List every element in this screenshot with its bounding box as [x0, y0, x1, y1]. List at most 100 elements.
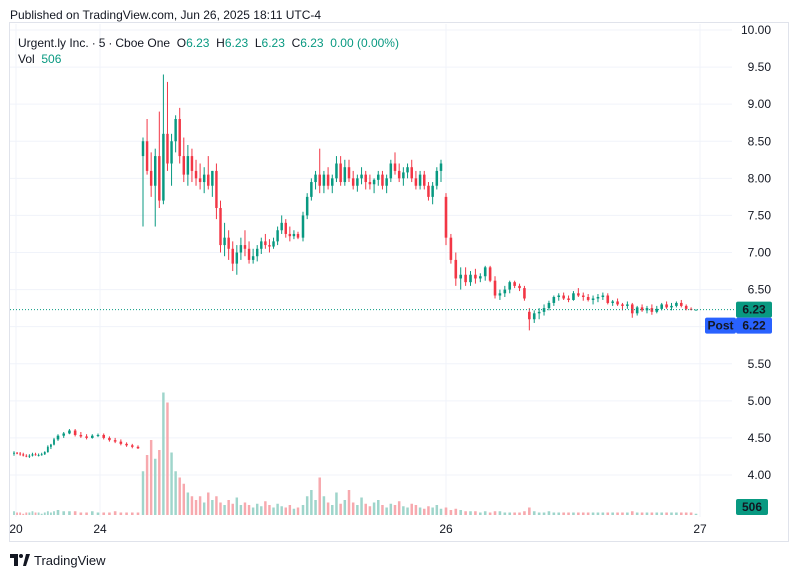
volume-bar — [215, 496, 218, 515]
candle-body — [207, 174, 210, 186]
volume-bar — [90, 511, 94, 515]
candle-body — [46, 446, 49, 453]
volume-bar — [182, 483, 186, 515]
candle-body — [40, 454, 43, 456]
candle-body — [397, 170, 401, 179]
candle-body — [158, 156, 161, 201]
candle-body — [145, 141, 149, 171]
volume-bar — [611, 512, 614, 515]
candle-body — [162, 133, 165, 201]
candle-body — [239, 245, 243, 253]
legend: Urgent.ly Inc. · 5 · Cboe One O6.23 H6.23 L6… — [18, 35, 399, 67]
x-tick-label: 24 — [93, 522, 107, 536]
volume-bar — [339, 503, 342, 515]
volume-bar — [260, 506, 263, 515]
volume-bar — [389, 503, 393, 515]
volume-bar — [314, 500, 317, 515]
post-price-badge-text: 6.22 — [742, 319, 766, 333]
volume-bar — [655, 512, 659, 515]
volume-bar — [235, 497, 239, 515]
volume-bar — [427, 506, 430, 515]
volume-bar — [562, 512, 565, 515]
volume-bar — [219, 502, 222, 515]
volume-bar — [43, 512, 46, 515]
volume-bar — [280, 506, 283, 515]
x-tick-label: 20 — [9, 522, 23, 536]
candle-body — [414, 178, 418, 186]
legend-vol-label: Vol — [18, 52, 35, 66]
volume-bar — [62, 511, 66, 515]
x-tick-label: 27 — [693, 522, 707, 536]
candle-body — [318, 174, 321, 186]
legend-high-value: 6.23 — [224, 36, 249, 50]
volume-bar — [508, 512, 512, 515]
volume-bar — [418, 507, 422, 515]
candle-body — [518, 285, 521, 289]
y-tick-label: 8.50 — [748, 134, 772, 148]
volume-bar — [22, 513, 25, 515]
volume-bar — [694, 513, 698, 515]
grid — [10, 24, 732, 517]
candle-body — [22, 454, 25, 456]
volume-bar — [178, 477, 181, 515]
candle-body — [393, 163, 397, 171]
volume-bar — [125, 512, 128, 515]
candle-body — [310, 182, 313, 197]
candle-body — [670, 305, 673, 308]
volume-bar — [410, 503, 413, 515]
volume-bar — [670, 512, 673, 515]
volume-bar — [586, 512, 590, 515]
volume-bar — [264, 501, 267, 515]
volume-bar — [557, 512, 561, 515]
candle-body — [528, 311, 531, 320]
volume-bar — [13, 511, 15, 515]
footer-brand: TradingView — [34, 552, 106, 568]
candle-body — [377, 174, 380, 180]
published-caption: Published on TradingView.com, Jun 26, 20… — [10, 8, 322, 22]
candle-body — [406, 167, 409, 173]
post-price-badge-bg — [736, 317, 772, 334]
candle-body — [326, 174, 330, 186]
candle-body — [596, 297, 600, 299]
candle-body — [523, 288, 526, 299]
candle-body — [56, 435, 60, 440]
volume-bar — [227, 500, 230, 515]
candle-body — [296, 233, 300, 238]
legend-interval: 5 — [98, 36, 106, 50]
volume-bar — [372, 502, 376, 515]
candle-body — [621, 304, 624, 306]
candle-body — [567, 298, 570, 300]
volume-bar — [567, 512, 570, 515]
volume-bar — [310, 490, 313, 515]
volume-bar — [119, 512, 123, 515]
legend-low-label: L — [254, 36, 262, 50]
y-tick-label: 7.50 — [748, 208, 772, 222]
candle-body — [90, 435, 94, 438]
volume-bar — [552, 512, 556, 515]
candle-body — [381, 174, 384, 186]
last-price-badge: 6.23 — [736, 301, 772, 318]
candle-body — [194, 170, 198, 179]
volume-bar — [318, 477, 321, 515]
candle-body — [141, 141, 145, 157]
candle-body — [108, 437, 111, 441]
candle-body — [339, 163, 342, 183]
volume-bar — [31, 511, 34, 515]
candle-body — [260, 241, 263, 249]
candle-body — [292, 233, 296, 237]
candle-body — [85, 436, 88, 438]
volume-bar — [243, 502, 247, 515]
volume-bar — [190, 496, 194, 515]
candle-body — [301, 215, 305, 238]
candle-body — [149, 170, 153, 186]
candle-body — [170, 141, 173, 164]
volume-bar — [288, 505, 292, 515]
volume-bar — [393, 505, 397, 515]
volume-bar — [102, 512, 106, 515]
volume-bar — [368, 506, 372, 515]
candle-body — [469, 274, 472, 283]
candle-body — [62, 433, 66, 436]
volume-bar — [665, 512, 668, 515]
candle-body — [679, 302, 683, 306]
